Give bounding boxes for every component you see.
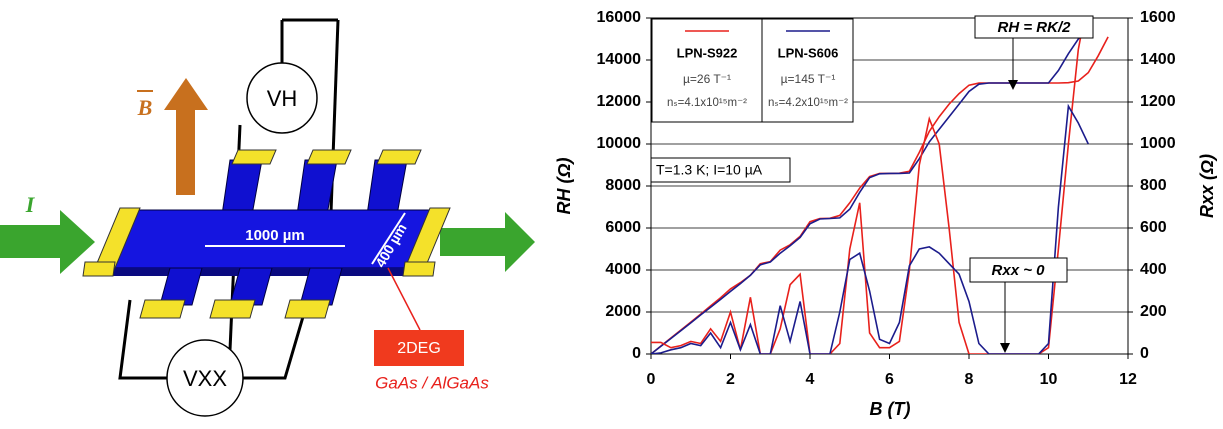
y-tick-label: 12000 bbox=[597, 93, 642, 110]
annotation: RH = RK/2 bbox=[998, 19, 1072, 36]
x-tick-label: 12 bbox=[1119, 371, 1137, 388]
legend-density: nₛ=4.2x10¹⁵m⁻² bbox=[768, 97, 848, 109]
dimension-line bbox=[371, 212, 406, 265]
wire bbox=[118, 299, 167, 380]
end-pad bbox=[402, 261, 436, 277]
field-arrow bbox=[164, 78, 208, 195]
annotation-box bbox=[969, 257, 1068, 283]
x-tick-label: 6 bbox=[885, 371, 894, 388]
x-tick-label: 8 bbox=[965, 371, 974, 388]
hall-bar-diagram: 1000 µm 400 µm VH VXX B I 2DEG GaAs / Al… bbox=[0, 18, 535, 417]
contact-pad bbox=[284, 299, 331, 319]
arrowhead bbox=[1008, 80, 1018, 90]
legend bbox=[651, 18, 854, 123]
y2-tick-label: 1400 bbox=[1140, 51, 1176, 68]
x-tick-label: 2 bbox=[726, 371, 735, 388]
y2-tick-label: 0 bbox=[1140, 345, 1149, 362]
length-label: 1000 µm bbox=[245, 227, 305, 244]
contact-pad bbox=[231, 149, 277, 165]
voltmeter bbox=[246, 62, 318, 134]
field-label: B bbox=[137, 95, 153, 120]
legend-label: LPN-S606 bbox=[778, 45, 839, 60]
contact-pad bbox=[209, 299, 256, 319]
contact-arm bbox=[299, 267, 343, 306]
y2-tick-label: 1000 bbox=[1140, 135, 1176, 152]
contact-pad bbox=[376, 149, 422, 165]
voltmeter-label: VXX bbox=[183, 366, 227, 391]
x-tick-label: 0 bbox=[647, 371, 656, 388]
conditions-label: T=1.3 K; I=10 µA bbox=[656, 162, 763, 178]
end-pad bbox=[82, 261, 116, 277]
series-line bbox=[651, 103, 1090, 354]
pointer bbox=[387, 267, 421, 331]
wire bbox=[328, 19, 340, 241]
annotation-box bbox=[974, 15, 1094, 39]
wire bbox=[243, 309, 307, 380]
annotation: Rxx ~ 0 bbox=[992, 262, 1046, 279]
x-tick-label: 10 bbox=[1040, 371, 1058, 388]
y2-axis-title: Rxx (Ω) bbox=[1197, 154, 1217, 218]
contact-arm bbox=[221, 159, 263, 216]
conditions-box bbox=[650, 157, 791, 183]
contact-pad bbox=[139, 299, 186, 319]
contact-pad bbox=[306, 149, 352, 165]
end-pad bbox=[94, 207, 141, 269]
y-tick-label: 8000 bbox=[605, 177, 641, 194]
y-tick-label: 4000 bbox=[605, 261, 641, 278]
current-arrow-in bbox=[0, 210, 95, 274]
legend-density: nₛ=4.1x10¹⁵m⁻² bbox=[667, 97, 747, 109]
voltmeter-label: VH bbox=[267, 86, 298, 111]
y2-tick-label: 800 bbox=[1140, 177, 1167, 194]
x-tick-label: 4 bbox=[806, 371, 815, 388]
contact-arm bbox=[229, 267, 273, 306]
y-tick-label: 6000 bbox=[605, 219, 641, 236]
y-tick-label: 2000 bbox=[605, 303, 641, 320]
y2-tick-label: 1600 bbox=[1140, 9, 1176, 26]
y-tick-label: 10000 bbox=[597, 135, 642, 152]
legend-mobility: µ=26 T⁻¹ bbox=[683, 72, 731, 86]
y2-tick-label: 200 bbox=[1140, 303, 1167, 320]
layer-box bbox=[374, 330, 464, 366]
y2-tick-label: 600 bbox=[1140, 219, 1167, 236]
legend-mobility: µ=145 T⁻¹ bbox=[781, 72, 836, 86]
y-tick-label: 0 bbox=[632, 345, 641, 362]
voltmeter bbox=[166, 339, 244, 417]
x-axis-title: B (T) bbox=[870, 399, 911, 419]
arrowhead bbox=[1000, 343, 1010, 353]
y2-tick-label: 400 bbox=[1140, 261, 1167, 278]
y-tick-label: 16000 bbox=[597, 9, 642, 26]
y2-tick-label: 1200 bbox=[1140, 93, 1176, 110]
contact-arm bbox=[366, 159, 408, 216]
series-line bbox=[651, 18, 1086, 354]
current-label: I bbox=[25, 192, 36, 217]
contact-arm bbox=[159, 267, 203, 306]
current-arrow-out bbox=[440, 212, 535, 272]
y-axis-title: RH (Ω) bbox=[554, 157, 574, 214]
y-tick-label: 14000 bbox=[597, 51, 642, 68]
material-label: GaAs / AlGaAs bbox=[375, 373, 489, 392]
legend-label: LPN-S922 bbox=[677, 45, 738, 60]
layer-label: 2DEG bbox=[397, 340, 441, 357]
